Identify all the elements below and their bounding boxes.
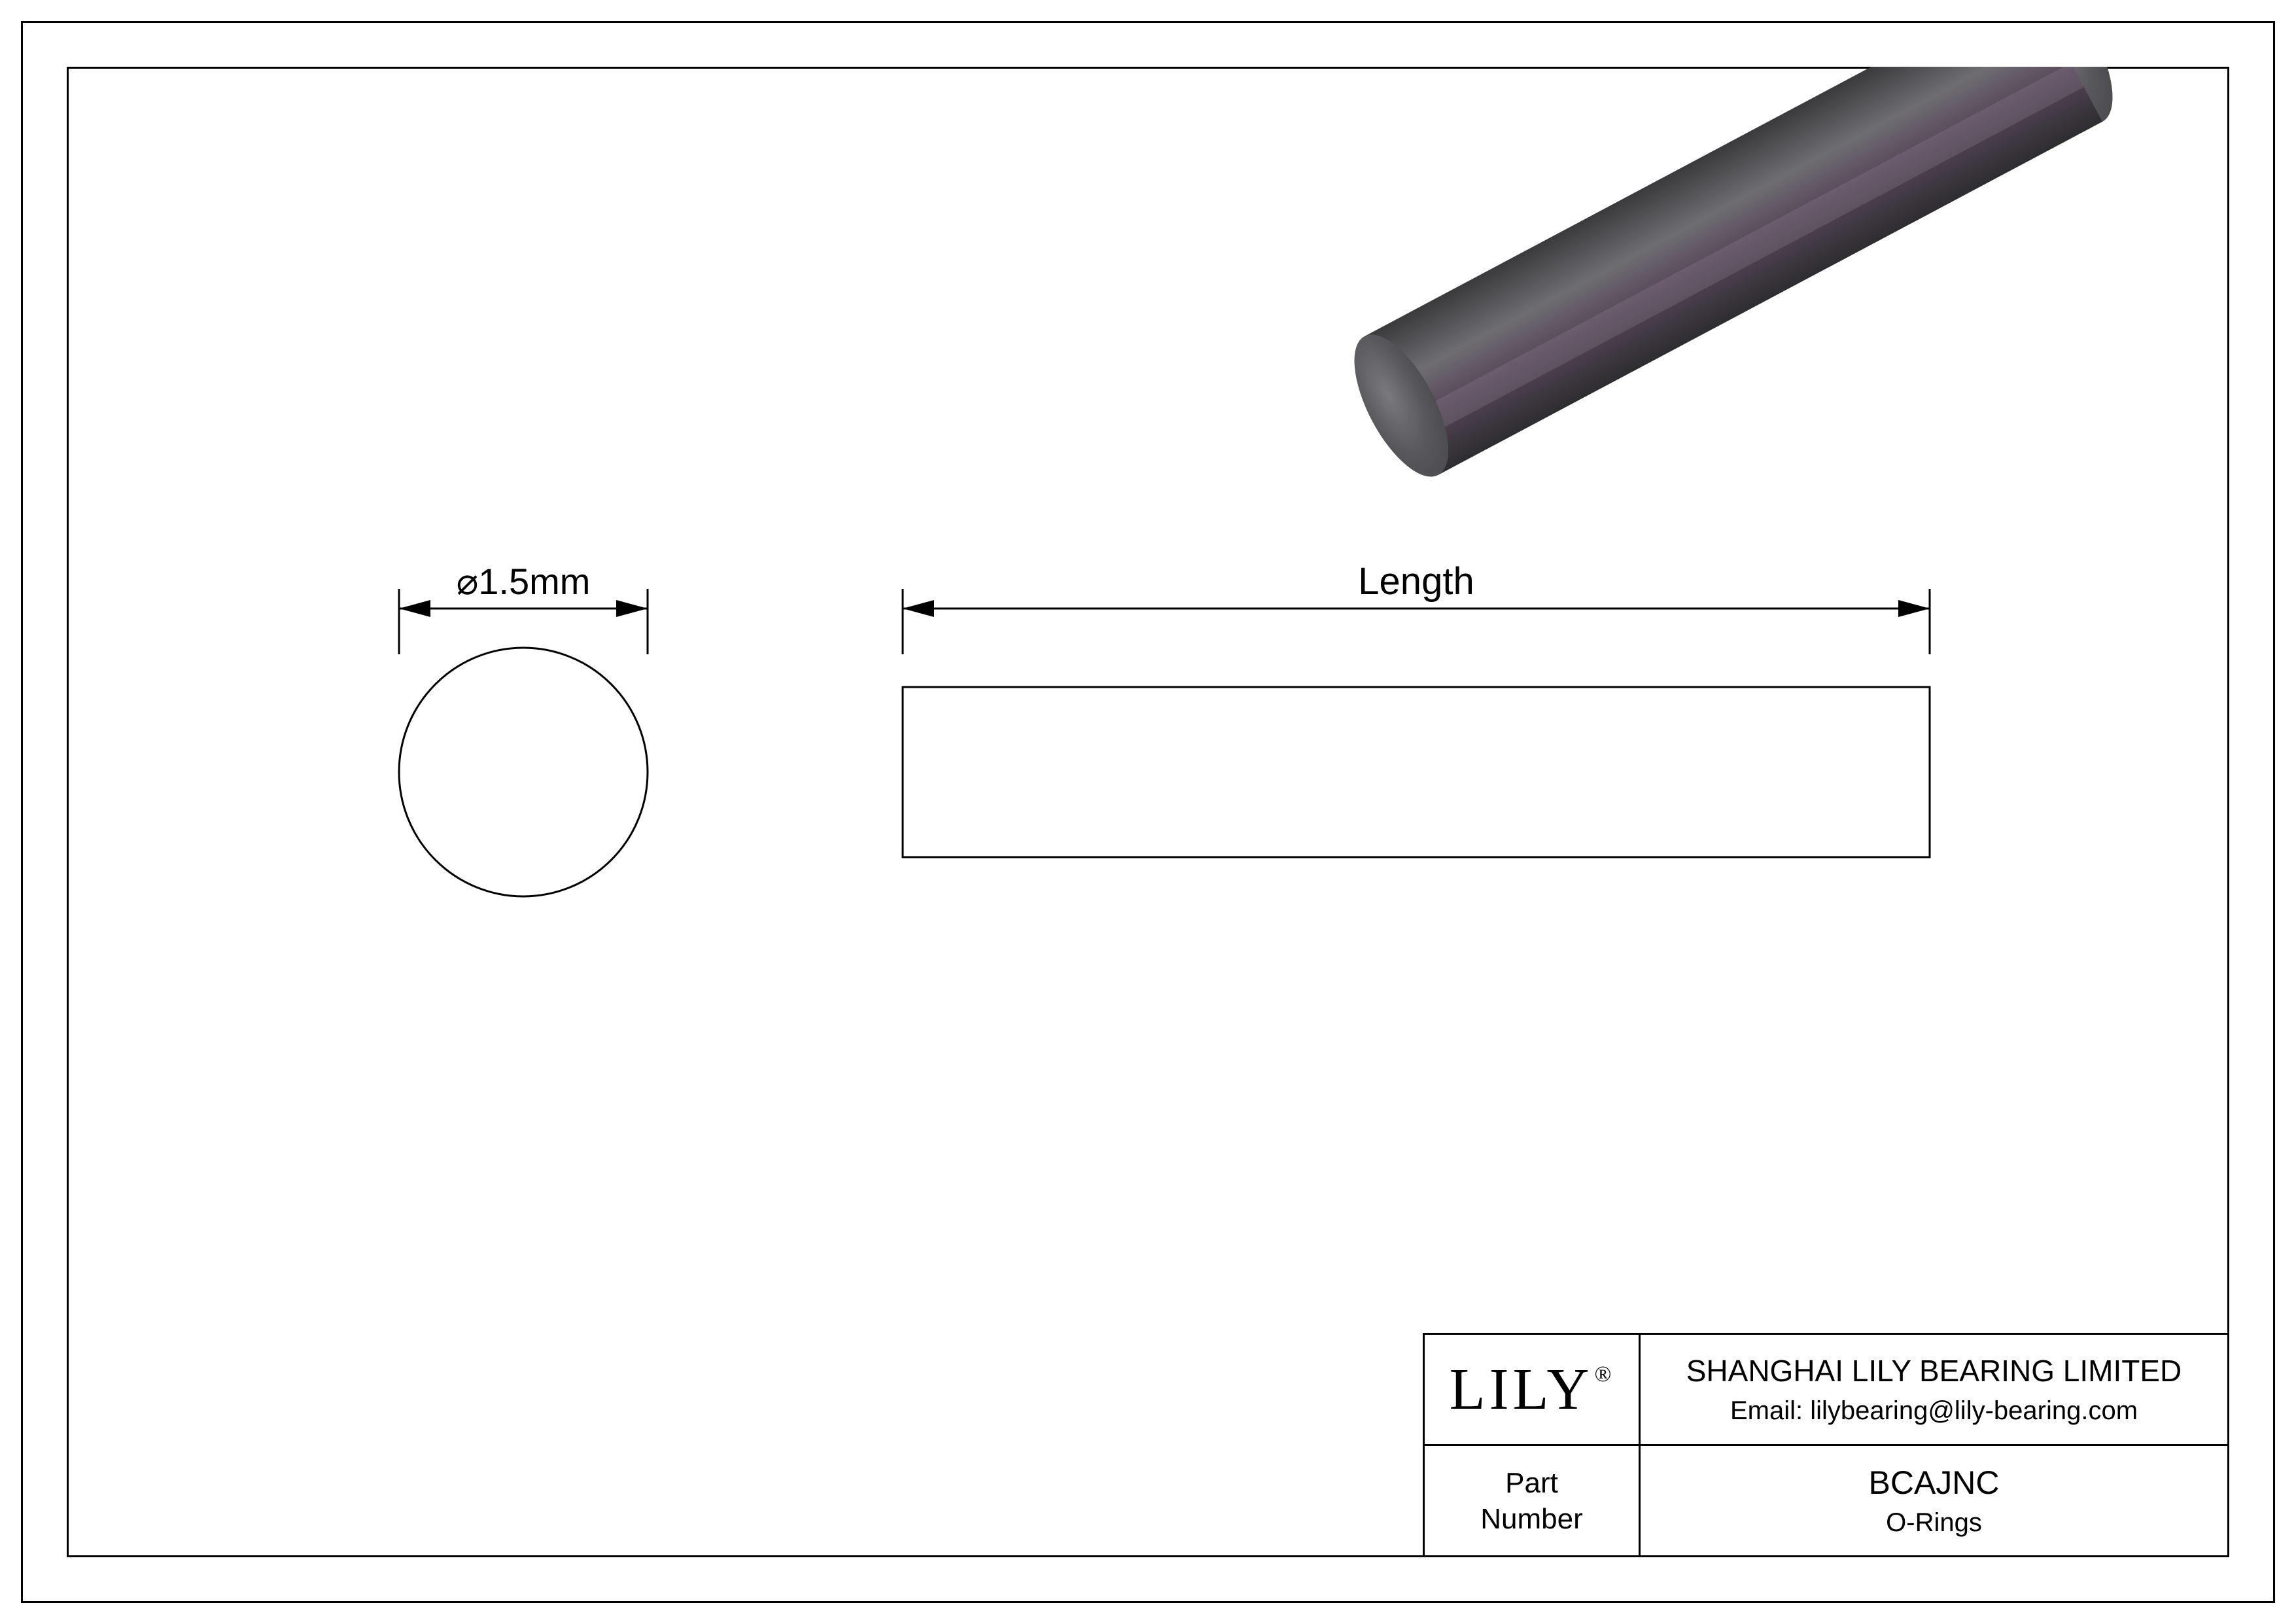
part-number-value-cell: BCAJNC O-Rings (1640, 1445, 2229, 1557)
logo-text: LILY (1450, 1357, 1593, 1422)
registered-mark: ® (1595, 1362, 1616, 1386)
logo-cell: LILY® (1424, 1334, 1640, 1445)
company-cell: SHANGHAI LILY BEARING LIMITED Email: lil… (1640, 1334, 2229, 1445)
part-number-label-cell: PartNumber (1424, 1445, 1640, 1557)
part-number-value: BCAJNC (1641, 1464, 2227, 1502)
part-type: O-Rings (1641, 1508, 2227, 1538)
title-block: LILY® SHANGHAI LILY BEARING LIMITED Emai… (1423, 1333, 2229, 1557)
drawing-area: ⌀1.5mm Length LILY® SHANGHAI LILY BEARING… (67, 67, 2229, 1557)
svg-text:Length: Length (1358, 560, 1474, 603)
company-email: Email: lilybearing@lily-bearing.com (1641, 1396, 2227, 1426)
company-name: SHANGHAI LILY BEARING LIMITED (1641, 1353, 2227, 1388)
part-number-label: PartNumber (1425, 1465, 1639, 1537)
svg-text:⌀1.5mm: ⌀1.5mm (457, 561, 591, 602)
